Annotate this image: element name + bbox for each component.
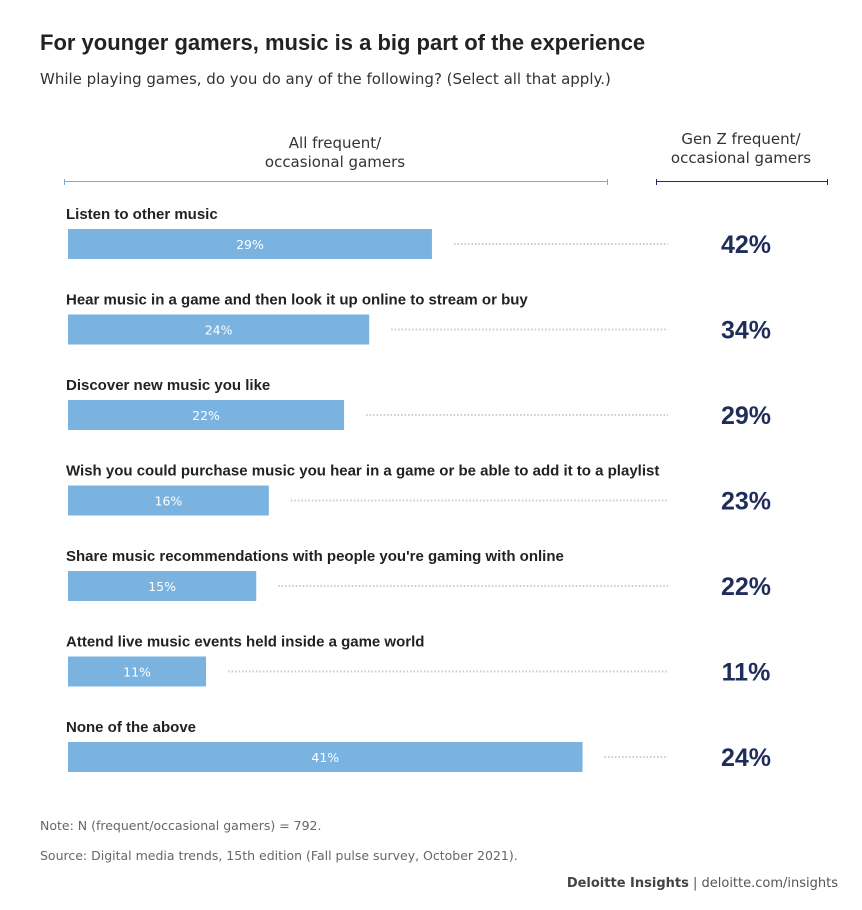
column-header-genz: Gen Z frequent/ occasional gamers — [656, 130, 826, 168]
column-bracket-all-gamers — [64, 179, 608, 185]
bar-all-gamers — [68, 742, 583, 772]
column-header-all-line1: All frequent/ — [288, 134, 382, 152]
category-label: Hear music in a game and then look it up… — [66, 292, 528, 309]
bar-all-gamers — [68, 400, 345, 430]
bar-all-gamers — [68, 656, 207, 687]
genz-value-label: 42% — [721, 231, 771, 259]
bar-value-label: 15% — [148, 579, 176, 594]
bar-all-gamers — [68, 314, 370, 345]
bar-all-gamers — [68, 229, 432, 259]
category-label: None of the above — [66, 719, 196, 736]
column-header-all-gamers: All frequent/ occasional gamers — [64, 134, 606, 172]
category-label: Attend live music events held inside a g… — [66, 634, 424, 651]
bar-all-gamers — [68, 571, 257, 601]
category-label: Share music recommendations with people … — [66, 548, 564, 565]
bar-all-gamers — [68, 485, 269, 516]
category-label: Wish you could purchase music you hear i… — [66, 463, 659, 480]
genz-value-label: 22% — [721, 573, 771, 601]
bar-value-label: 22% — [192, 408, 220, 423]
chart-title: For younger gamers, music is a big part … — [40, 30, 646, 55]
genz-value-label: 29% — [721, 402, 771, 430]
column-bracket-genz — [656, 179, 828, 185]
chart-source: Source: Digital media trends, 15th editi… — [40, 848, 518, 863]
brand-name: Deloitte Insights — [566, 876, 689, 891]
genz-value-label: 34% — [721, 317, 771, 345]
column-header-genz-line1: Gen Z frequent/ — [681, 130, 801, 148]
genz-value-label: 23% — [721, 488, 771, 516]
chart-subtitle: While playing games, do you do any of th… — [40, 70, 611, 88]
category-label: Listen to other music — [66, 206, 218, 223]
chart-note: Note: N (frequent/occasional gamers) = 7… — [40, 818, 322, 833]
bar-value-label: 16% — [155, 494, 183, 509]
bar-value-label: 24% — [205, 323, 233, 338]
credit-separator: | — [688, 876, 702, 891]
category-label: Discover new music you like — [66, 377, 270, 394]
bar-chart: Listen to other music 29% 42% Hear music in… — [66, 206, 771, 772]
brand-url[interactable]: deloitte.com/insights — [701, 876, 839, 891]
bar-value-label: 11% — [123, 665, 151, 680]
bar-value-label: 29% — [236, 237, 264, 252]
credit-line: Deloitte Insights | deloitte.com/insight… — [567, 876, 838, 891]
column-header-all-line2: occasional gamers — [264, 153, 406, 171]
genz-value-label: 24% — [721, 744, 771, 772]
genz-value-label: 11% — [722, 659, 771, 687]
bar-value-label: 41% — [311, 750, 339, 765]
column-header-genz-line2: occasional gamers — [670, 149, 812, 167]
